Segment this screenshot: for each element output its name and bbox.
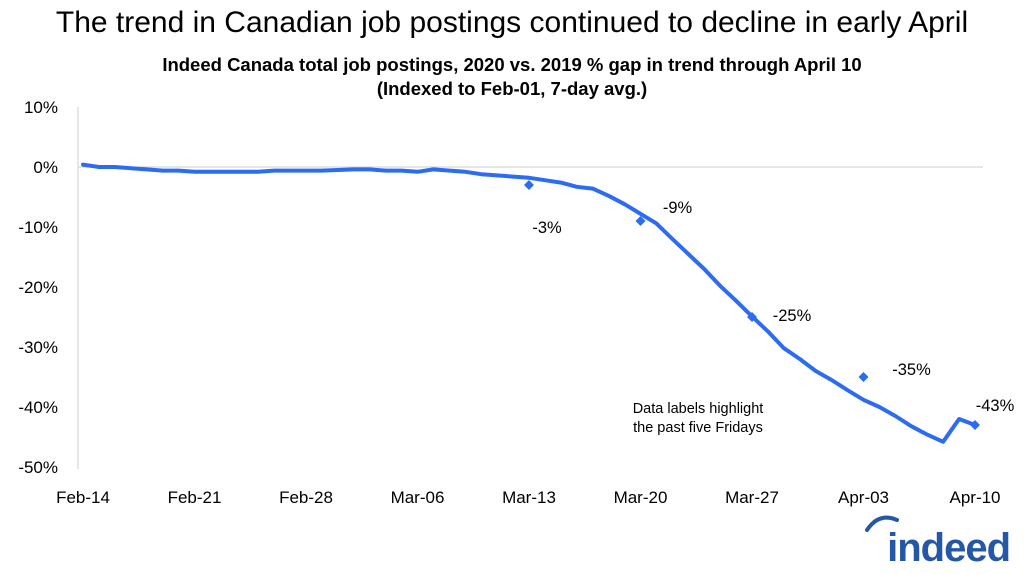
data-label: -3% bbox=[532, 219, 562, 237]
annotation-line-2: the past five Fridays bbox=[633, 420, 763, 436]
x-tick-label: Mar-27 bbox=[725, 488, 779, 507]
y-tick-label: -10% bbox=[18, 218, 58, 237]
y-axis: 10% 0% -10% -20% -30% -40% -50% bbox=[18, 98, 58, 477]
series-line bbox=[81, 162, 977, 444]
y-tick-label: 10% bbox=[24, 98, 58, 117]
x-tick-label: Mar-06 bbox=[391, 488, 445, 507]
x-tick-label: Apr-10 bbox=[949, 488, 1000, 507]
chart-subtitle: Indeed Canada total job postings, 2020 v… bbox=[0, 53, 1024, 101]
y-tick-label: 0% bbox=[33, 158, 58, 177]
highlight-marker bbox=[858, 372, 869, 382]
subtitle-line-2: (Indexed to Feb-01, 7-day avg.) bbox=[376, 78, 648, 99]
data-label: -9% bbox=[663, 199, 693, 217]
x-tick-label: Feb-28 bbox=[279, 488, 333, 507]
chart-title: The trend in Canadian job postings conti… bbox=[55, 6, 969, 39]
y-tick-label: -20% bbox=[18, 278, 58, 297]
indeed-logo: indeed bbox=[887, 526, 1011, 570]
y-tick-label: -30% bbox=[18, 338, 58, 357]
x-tick-label: Apr-03 bbox=[838, 488, 889, 507]
x-tick-label: Feb-14 bbox=[56, 488, 110, 507]
highlight-marker bbox=[747, 312, 757, 322]
annotation-line-1: Data labels highlight bbox=[632, 401, 764, 417]
data-label: -25% bbox=[773, 307, 812, 325]
data-label: -43% bbox=[976, 397, 1015, 415]
x-axis: Feb-14 Feb-21 Feb-28 Mar-06 Mar-13 Mar-20 Mar-… bbox=[56, 488, 1000, 507]
data-label: -35% bbox=[892, 361, 931, 379]
subtitle-line-1: Indeed Canada total job postings, 2020 v… bbox=[162, 54, 862, 75]
indeed-logo-arc-icon bbox=[865, 515, 899, 532]
highlight-marker bbox=[524, 180, 534, 190]
highlight-marker bbox=[635, 216, 646, 226]
plot-area bbox=[77, 107, 983, 469]
y-tick-label: -40% bbox=[18, 398, 58, 417]
highlight-markers bbox=[524, 180, 980, 430]
x-tick-label: Feb-21 bbox=[168, 488, 222, 507]
data-labels: -3% -9% -25% -35% -43% bbox=[532, 199, 1014, 415]
x-tick-label: Mar-20 bbox=[614, 488, 668, 507]
x-tick-label: Mar-13 bbox=[502, 488, 556, 507]
annotation-note: Data labels highlight the past five Frid… bbox=[598, 400, 798, 438]
y-tick-label: -50% bbox=[18, 458, 58, 477]
highlight-marker bbox=[970, 420, 980, 430]
